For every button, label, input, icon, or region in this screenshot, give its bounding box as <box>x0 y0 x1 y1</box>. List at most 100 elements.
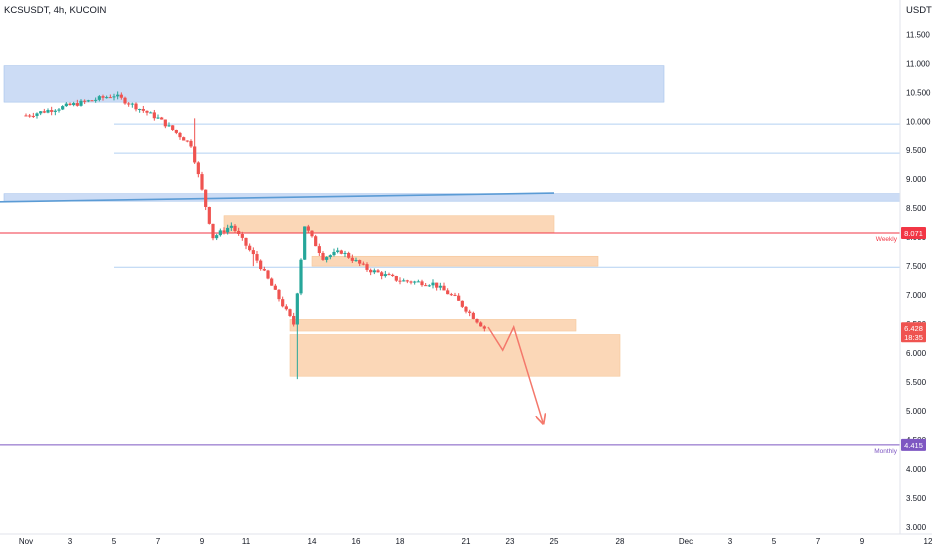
candle-up <box>112 96 116 98</box>
price-tick-label: 11.500 <box>906 30 930 39</box>
trend-line <box>0 192 555 203</box>
price-tick-label: 5.000 <box>906 407 927 416</box>
candle-up <box>336 250 340 252</box>
candle-down <box>196 162 200 175</box>
candle-down <box>306 226 310 231</box>
candle-down <box>90 100 94 102</box>
candle-down <box>435 282 439 288</box>
candle-down <box>380 272 384 277</box>
current-price-badge <box>901 322 926 343</box>
price-tick-label: 9.000 <box>906 175 927 184</box>
demand-zone <box>311 255 599 267</box>
candle-down <box>134 103 138 110</box>
price-tick-label: 7.500 <box>906 262 927 271</box>
price-tick-label: 10.000 <box>906 117 931 126</box>
price-tick-label: 3.000 <box>906 523 927 532</box>
time-tick-label: 25 <box>550 537 559 546</box>
candle-down <box>266 270 270 279</box>
candle-down <box>163 119 167 127</box>
candle-down <box>174 129 178 133</box>
candle-down <box>141 109 145 111</box>
price-tick-label: 4.000 <box>906 465 927 474</box>
candle-up <box>61 106 65 110</box>
candle-down <box>391 274 395 277</box>
candle-up <box>438 285 442 288</box>
time-tick-label: 3 <box>728 537 733 546</box>
candle-down <box>50 110 54 112</box>
candle-down <box>108 97 112 99</box>
candle-up <box>156 117 160 119</box>
candle-down <box>347 252 351 258</box>
candle-up <box>328 255 332 258</box>
candle-down <box>471 312 475 319</box>
weekly-level-label: Weekly <box>876 236 898 243</box>
candle-down <box>28 115 32 117</box>
monthly-level-label: Monthly <box>874 448 898 455</box>
candle-down <box>358 260 362 264</box>
time-axis[interactable]: Nov 3 5 7 9 11 14 16 18 21 23 25 28 Dec 3 5 7 9 12 <box>19 537 932 546</box>
candle-down <box>284 306 288 310</box>
candle-down <box>273 285 277 290</box>
candle-up <box>299 259 303 294</box>
candle-up <box>427 285 431 287</box>
price-tick-label: 9.500 <box>906 146 927 155</box>
time-tick-label: 23 <box>506 537 515 546</box>
candle-down <box>405 280 409 282</box>
candle-up <box>86 100 90 102</box>
demand-zone <box>289 334 621 377</box>
time-tick-label: 14 <box>308 537 317 546</box>
candle-up <box>343 252 347 254</box>
candle-down <box>42 111 46 113</box>
candle-down <box>68 103 72 106</box>
time-tick-label: 28 <box>616 537 625 546</box>
candle-up <box>226 227 230 233</box>
candle-down <box>339 250 343 254</box>
candle-down <box>171 125 175 130</box>
candle-down <box>119 94 123 98</box>
candle-down <box>101 96 105 98</box>
candle-down <box>248 245 252 251</box>
time-tick-label: 7 <box>816 537 821 546</box>
candle-down <box>479 322 483 327</box>
candle-up <box>295 293 299 325</box>
candle-down <box>251 250 255 255</box>
candle-up <box>97 96 101 100</box>
price-tick-label: 3.500 <box>906 494 927 503</box>
candle-down <box>255 254 259 261</box>
time-tick-label: Nov <box>19 537 33 546</box>
candle-up <box>416 281 420 283</box>
time-tick-label: 18 <box>396 537 405 546</box>
candle-down <box>207 206 211 224</box>
candle-up <box>431 282 435 286</box>
candle-up <box>303 226 307 260</box>
candle-down <box>464 306 468 312</box>
candle-down <box>288 309 292 316</box>
candle-down <box>75 103 79 106</box>
candle-down <box>259 260 263 270</box>
candle-up <box>105 97 109 99</box>
candle-down <box>270 278 274 286</box>
candle-down <box>189 140 193 147</box>
candle-down <box>127 103 131 105</box>
candle-down <box>482 326 486 329</box>
candle-down <box>468 311 472 313</box>
candle-down <box>211 223 215 239</box>
price-axis[interactable]: 3.0003.5004.0004.5005.0005.5006.0006.500… <box>906 30 931 532</box>
candle-down <box>409 281 413 283</box>
candle-up <box>149 112 153 114</box>
price-tick-label: 6.000 <box>906 349 927 358</box>
candle-up <box>218 230 222 236</box>
time-tick-label: 5 <box>772 537 777 546</box>
demand-zone <box>289 319 577 332</box>
candle-down <box>420 281 424 286</box>
candle-up <box>325 257 329 260</box>
candle-down <box>321 253 325 260</box>
candle-down <box>350 257 354 261</box>
candle-up <box>39 111 43 114</box>
candle-down <box>178 132 182 138</box>
weekly-price-badge-label: 8.071 <box>904 229 923 238</box>
candle-down <box>424 285 428 287</box>
candle-down <box>182 137 186 141</box>
